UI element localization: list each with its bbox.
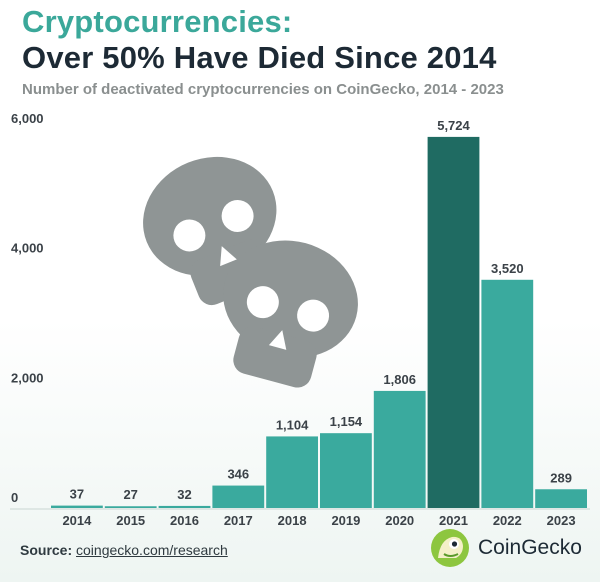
- data-label-2015: 27: [123, 487, 137, 502]
- data-label-2023: 289: [550, 470, 572, 485]
- x-tick-label: 2016: [170, 513, 199, 528]
- chart-subtitle: Number of deactivated cryptocurrencies o…: [22, 81, 504, 98]
- data-label-2022: 3,520: [491, 261, 524, 276]
- y-tick-label: 0: [11, 490, 18, 505]
- bar-2014: [51, 505, 103, 508]
- bar-2015: [104, 506, 157, 508]
- bar-2016: [158, 505, 211, 508]
- bar-2019: [320, 433, 372, 508]
- bar-2017: [212, 485, 265, 508]
- x-tick-label: 2022: [493, 513, 522, 528]
- data-label-2019: 1,154: [330, 414, 363, 429]
- skull-icon: [223, 240, 358, 388]
- bar-2020: [373, 390, 426, 508]
- x-tick-label: 2017: [224, 513, 253, 528]
- source-label: Source:: [20, 542, 73, 558]
- data-label-2021: 5,724: [437, 118, 470, 133]
- coingecko-logo-icon: [431, 529, 469, 567]
- source-note: Source: coingecko.com/research: [20, 542, 228, 558]
- source-link[interactable]: coingecko.com/research: [76, 542, 228, 558]
- x-tick-label: 2020: [385, 513, 414, 528]
- x-tick-label: 2021: [439, 513, 468, 528]
- data-label-2018: 1,104: [276, 417, 309, 432]
- brand: CoinGecko: [430, 528, 582, 568]
- data-label-2014: 37: [70, 487, 84, 502]
- data-label-2016: 32: [177, 487, 191, 502]
- chart-title-line-2: Over 50% Have Died Since 2014: [22, 40, 497, 75]
- x-tick-label: 2019: [331, 513, 360, 528]
- y-tick-label: 4,000: [11, 241, 44, 256]
- data-label-2020: 1,806: [383, 372, 416, 387]
- x-tick-label: 2014: [62, 513, 92, 528]
- x-tick-label: 2015: [116, 513, 145, 528]
- x-tick-label: 2018: [278, 513, 307, 528]
- chart-title-line-1: Cryptocurrencies:: [22, 4, 293, 39]
- data-label-2017: 346: [227, 467, 249, 482]
- brand-name: CoinGecko: [478, 536, 582, 559]
- bar-2018: [266, 436, 318, 508]
- y-tick-label: 6,000: [11, 111, 44, 126]
- bar-2023: [535, 489, 587, 508]
- x-tick-label: 2023: [547, 513, 576, 528]
- bar-2022: [481, 279, 534, 508]
- bar-2021: [427, 136, 480, 509]
- y-tick-label: 2,000: [11, 370, 44, 385]
